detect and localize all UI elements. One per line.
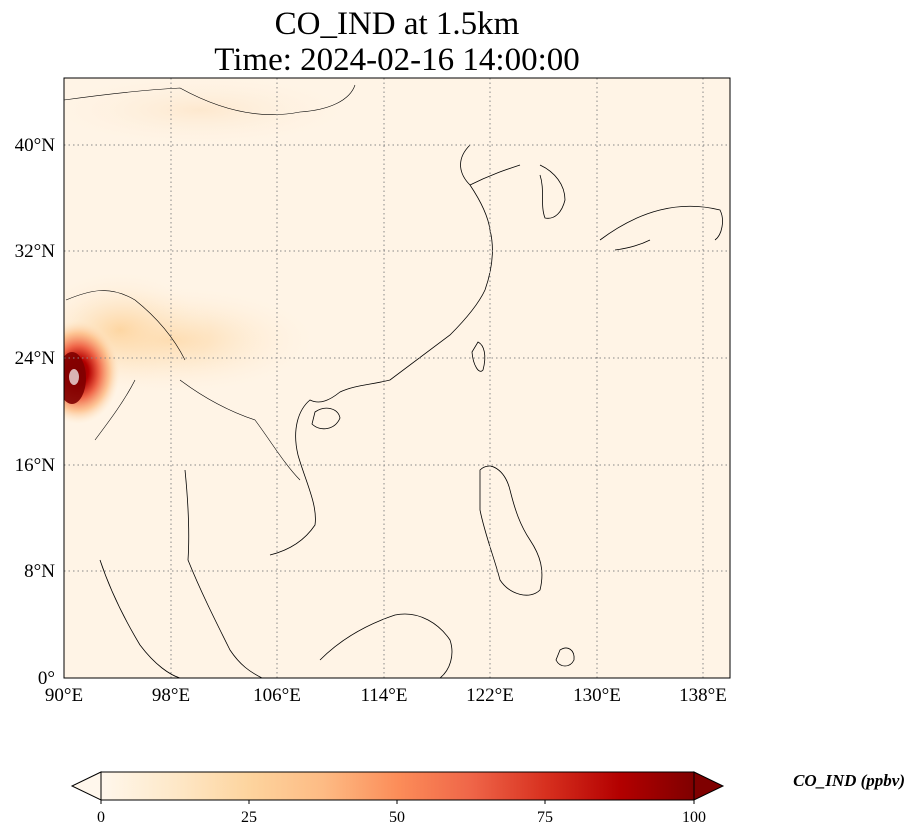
lat-tick-label: 0° [38,668,55,689]
gridlines [64,78,730,678]
lat-tick-label: 32°N [15,241,56,262]
colorbar-tick-label: 25 [241,809,257,826]
colorbar-label: CO_IND (ppbv) [793,771,905,790]
map-title-line1: CO_IND at 1.5km [274,6,520,42]
colorbar-tick-label: 75 [537,809,553,826]
lat-tick-labels: 0° 8°N 16°N 24°N 32°N 40°N [15,135,56,689]
lon-tick-label: 114°E [361,685,408,706]
map-frame [63,77,731,679]
colorbar-min-extend [70,771,102,801]
lon-tick-label: 130°E [573,685,621,706]
lat-tick-label: 8°N [24,561,55,582]
concentration-field [64,78,730,678]
colorbar: 0 25 50 75 100 CO_IND (ppbv) [70,771,905,826]
colorbar-tick-label: 50 [389,809,405,826]
lon-tick-label: 90°E [45,685,83,706]
lon-tick-label: 106°E [253,685,301,706]
colorbar-tick-label: 0 [97,809,105,826]
coastlines [64,84,723,678]
lon-tick-label: 138°E [679,685,727,706]
lon-tick-labels: 90°E 98°E 106°E 114°E 122°E 130°E 138°E [45,685,727,706]
lon-tick-label: 122°E [466,685,514,706]
lat-tick-label: 16°N [15,455,56,476]
colorbar-gradient [100,771,695,801]
map-title-line2: Time: 2024-02-16 14:00:00 [214,42,580,78]
lon-tick-label: 98°E [152,685,190,706]
colorbar-tick-label: 100 [682,809,706,826]
colorbar-max-extend [693,771,725,801]
lat-tick-label: 24°N [15,348,56,369]
lat-tick-label: 40°N [15,135,56,156]
